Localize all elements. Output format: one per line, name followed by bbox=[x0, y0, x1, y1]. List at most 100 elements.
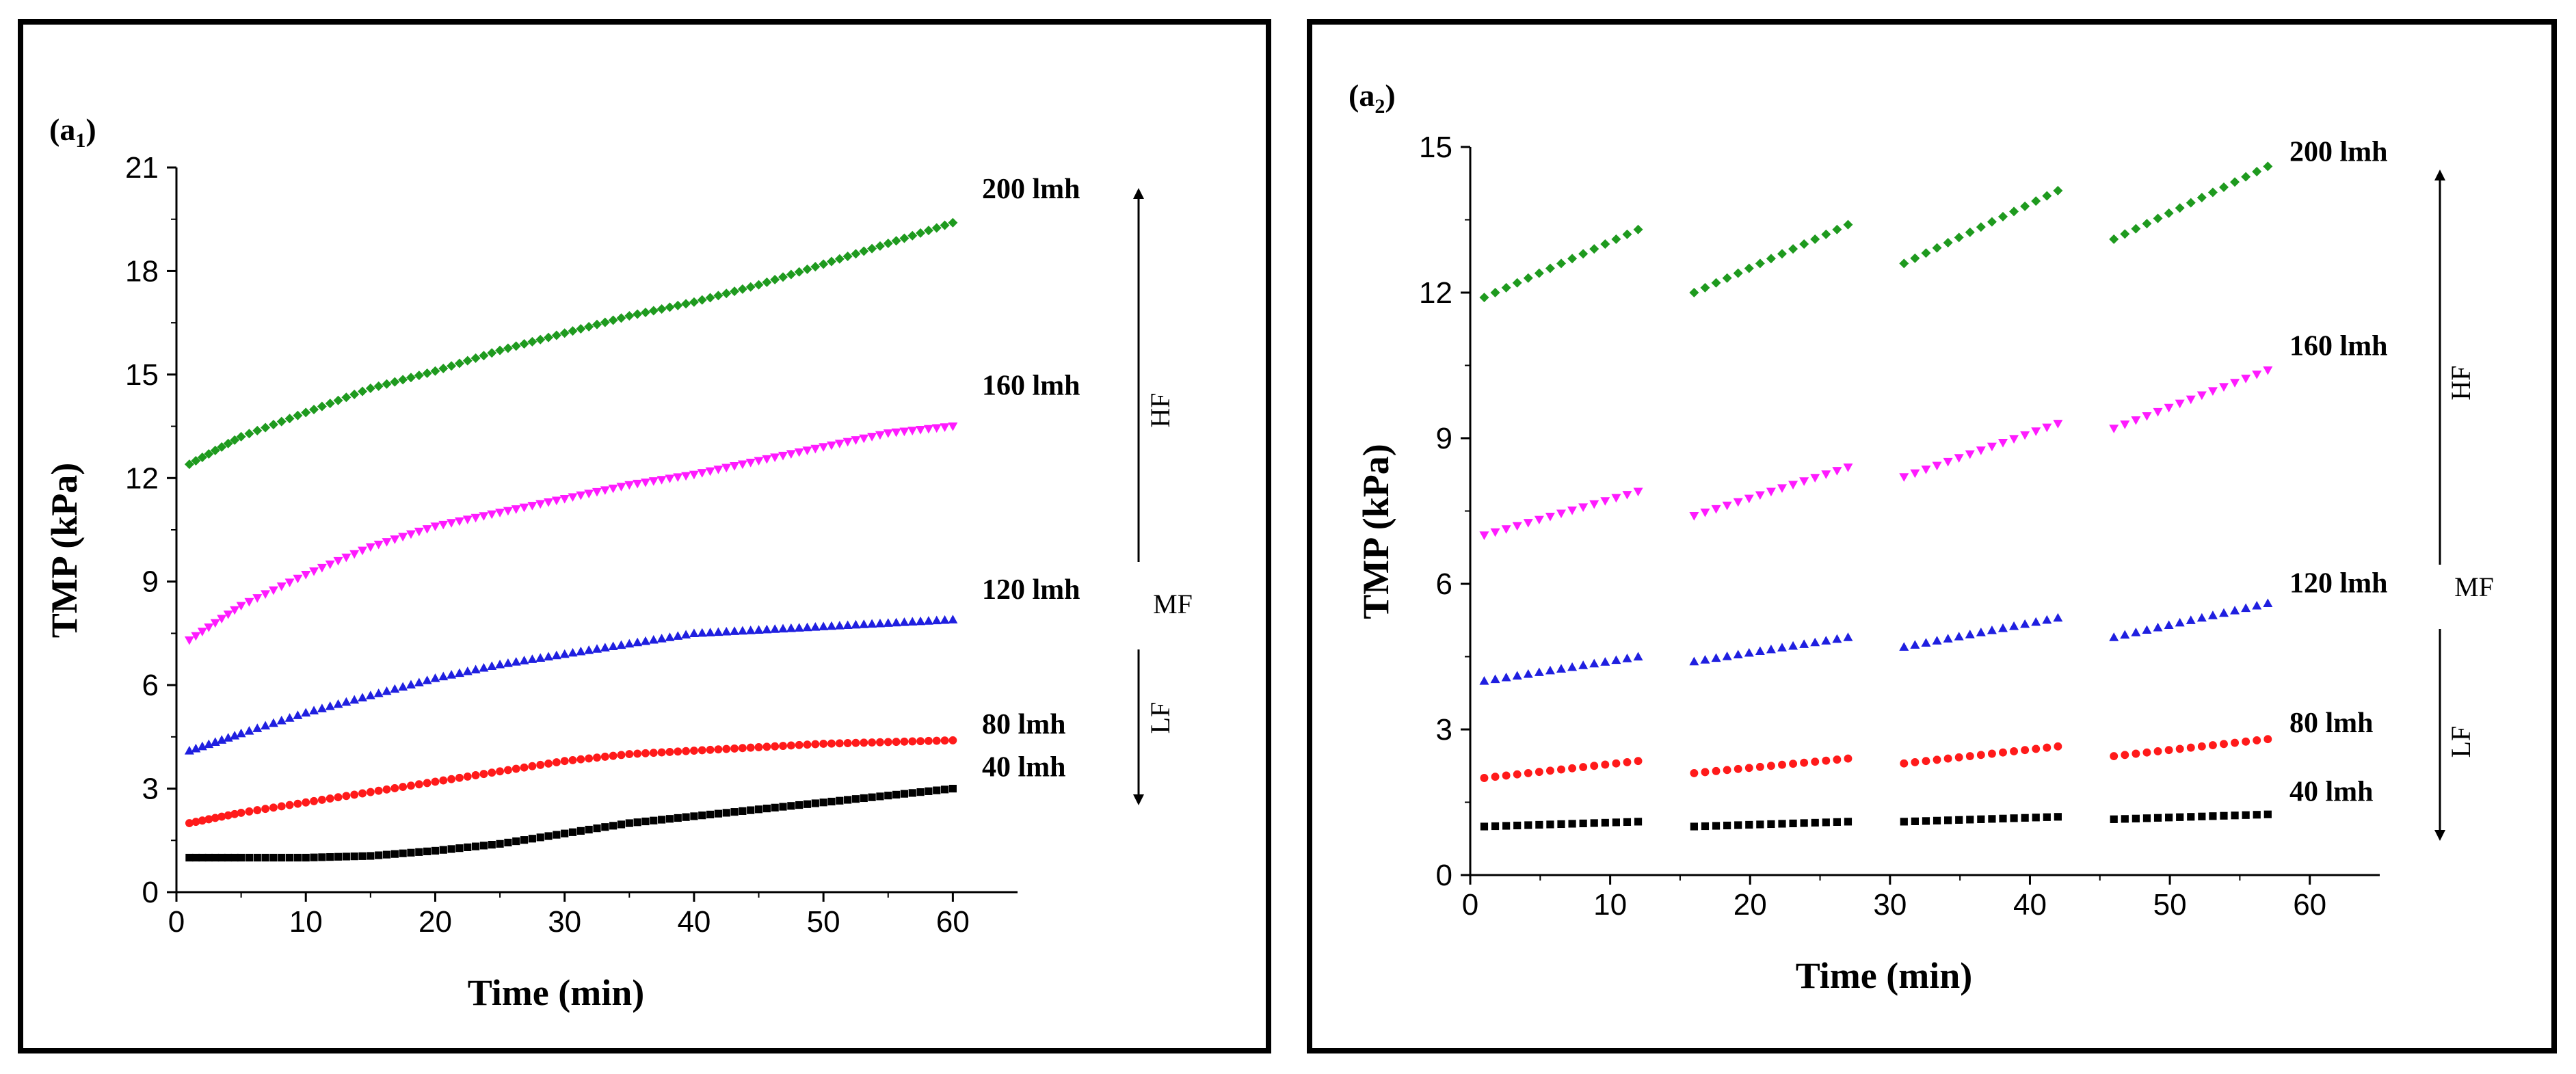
data-point bbox=[552, 758, 561, 767]
data-point bbox=[198, 853, 207, 862]
data-point bbox=[341, 697, 351, 706]
data-point bbox=[770, 275, 780, 285]
data-point bbox=[608, 641, 618, 650]
data-point bbox=[1932, 636, 1942, 645]
data-point bbox=[754, 743, 763, 751]
data-point bbox=[931, 223, 942, 233]
data-point bbox=[244, 429, 254, 439]
data-point bbox=[217, 735, 227, 744]
data-point bbox=[293, 574, 303, 584]
data-point bbox=[325, 560, 335, 569]
data-point bbox=[382, 379, 392, 389]
data-point bbox=[762, 742, 771, 751]
data-point bbox=[1622, 654, 1632, 662]
data-point bbox=[908, 789, 916, 797]
data-point bbox=[625, 750, 634, 759]
data-point bbox=[535, 653, 546, 662]
data-point bbox=[584, 645, 594, 654]
y-tick-label: 3 bbox=[1436, 713, 1452, 747]
data-point bbox=[747, 806, 755, 814]
mf-label: MF bbox=[2454, 572, 2494, 602]
data-point bbox=[2207, 610, 2218, 619]
data-point bbox=[1633, 652, 1643, 661]
data-point bbox=[835, 739, 844, 748]
data-point bbox=[899, 427, 909, 437]
data-point bbox=[184, 636, 194, 645]
y-axis-label: TMP (kPa) bbox=[1355, 444, 1396, 619]
data-point bbox=[826, 441, 836, 451]
data-point bbox=[223, 733, 233, 742]
series-label: 160 lmh bbox=[2289, 331, 2388, 362]
data-point bbox=[2263, 598, 2273, 607]
data-point bbox=[2253, 811, 2261, 819]
x-tick-label: 50 bbox=[807, 905, 840, 939]
data-point bbox=[2153, 407, 2163, 417]
data-point bbox=[535, 334, 546, 345]
data-point bbox=[648, 634, 659, 644]
data-point bbox=[301, 407, 311, 418]
data-point bbox=[1744, 647, 1754, 657]
data-point bbox=[1943, 634, 1953, 643]
data-point bbox=[204, 739, 214, 749]
data-point bbox=[600, 486, 610, 495]
data-point bbox=[2142, 412, 2152, 421]
data-point bbox=[1545, 263, 1555, 273]
flux-region-arrow bbox=[1133, 188, 1144, 805]
data-point bbox=[365, 543, 375, 552]
data-point bbox=[811, 799, 819, 807]
data-point bbox=[2252, 600, 2262, 610]
data-point bbox=[860, 794, 868, 803]
data-point bbox=[438, 671, 449, 681]
data-point bbox=[689, 628, 699, 638]
data-point bbox=[2032, 744, 2041, 753]
data-point bbox=[447, 845, 455, 853]
data-point bbox=[1523, 669, 1533, 678]
data-point bbox=[488, 840, 496, 849]
data-point bbox=[358, 693, 368, 702]
data-point bbox=[600, 752, 609, 761]
arrow-up-head bbox=[2434, 170, 2445, 180]
data-point bbox=[284, 578, 295, 587]
data-point bbox=[754, 625, 764, 634]
data-point bbox=[859, 619, 869, 628]
data-point bbox=[786, 623, 796, 632]
hf-label: HF bbox=[1145, 392, 1176, 427]
data-point bbox=[842, 438, 853, 447]
data-point bbox=[842, 251, 853, 261]
data-point bbox=[739, 807, 747, 815]
data-point bbox=[907, 230, 918, 241]
data-point bbox=[826, 256, 836, 267]
data-point bbox=[463, 772, 472, 781]
data-point bbox=[284, 414, 295, 424]
data-point bbox=[544, 760, 553, 768]
data-point bbox=[834, 254, 845, 264]
data-point bbox=[2198, 812, 2206, 820]
data-point bbox=[948, 217, 958, 228]
data-point bbox=[350, 790, 359, 799]
panel-a1-frame bbox=[18, 19, 1271, 1053]
data-point bbox=[536, 760, 545, 769]
data-point bbox=[1567, 506, 1578, 515]
data-point bbox=[2263, 735, 2272, 744]
data-point bbox=[899, 617, 909, 626]
data-point bbox=[795, 801, 804, 809]
data-point bbox=[738, 744, 747, 753]
data-point bbox=[398, 375, 408, 385]
data-point bbox=[576, 755, 585, 764]
data-point bbox=[2186, 395, 2196, 405]
data-point bbox=[211, 853, 220, 862]
data-point bbox=[454, 358, 464, 368]
data-point bbox=[2021, 746, 2030, 755]
data-point bbox=[875, 431, 885, 440]
data-point bbox=[923, 425, 933, 434]
data-point bbox=[333, 556, 343, 566]
data-point bbox=[851, 619, 861, 629]
data-point bbox=[770, 624, 780, 633]
data-point bbox=[698, 746, 706, 755]
data-point bbox=[1490, 674, 1500, 684]
data-point bbox=[1965, 752, 1974, 761]
data-point bbox=[1810, 234, 1820, 244]
data-point bbox=[430, 522, 440, 531]
y-tick-label: 6 bbox=[142, 669, 159, 702]
data-point bbox=[592, 644, 602, 653]
